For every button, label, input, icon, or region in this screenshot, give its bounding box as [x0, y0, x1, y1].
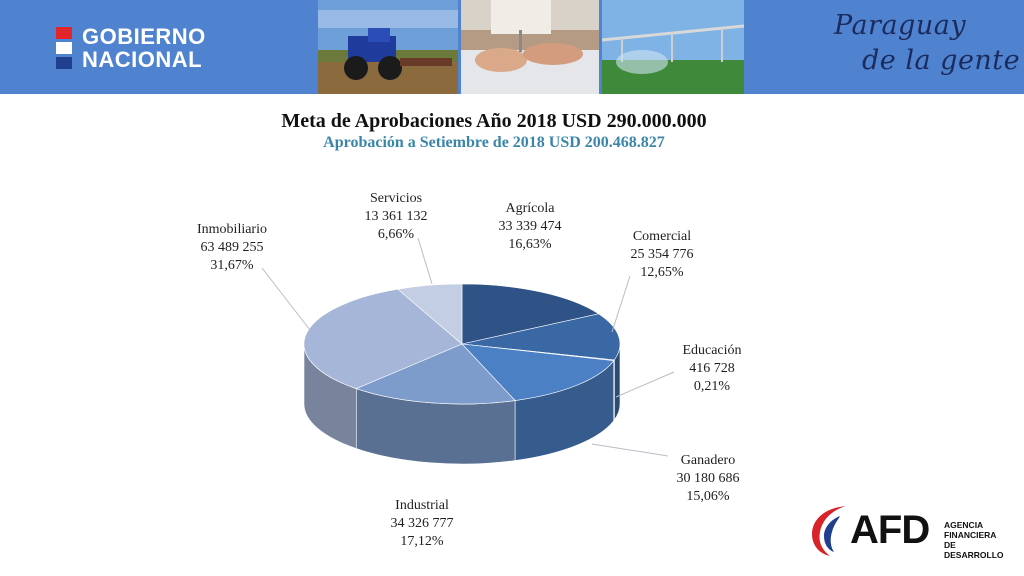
flag-red-stripe — [56, 27, 72, 39]
afd-subtitle-line1: AGENCIA — [944, 520, 984, 530]
slice-label-percent-4: 17,12% — [400, 534, 444, 549]
slice-label-name-6: Servicios — [370, 191, 422, 206]
gov-logo-line2: NACIONAL — [82, 47, 203, 72]
slice-label-name-3: Ganadero — [681, 453, 735, 468]
pie-slice-3 — [461, 343, 615, 401]
pie-slice-5 — [303, 288, 463, 389]
slice-label-percent-0: 16,63% — [508, 237, 552, 252]
afd-subtitle-line3: DE DESARROLLO — [944, 540, 1004, 560]
slogan-line1: Paraguay — [834, 10, 967, 41]
slice-label-amount-1: 25 354 776 — [631, 247, 694, 262]
slice-label-percent-5: 31,67% — [210, 258, 254, 273]
slice-label-amount-4: 34 326 777 — [391, 516, 454, 531]
pie-slice-1 — [461, 313, 621, 361]
sewing-photo — [461, 0, 599, 94]
slice-label-percent-1: 12,65% — [640, 265, 684, 280]
slice-label-amount-3: 30 180 686 — [677, 471, 740, 486]
slice-label-amount-0: 33 339 474 — [499, 219, 562, 234]
pie-slice-0 — [461, 283, 600, 345]
leader-line-5 — [261, 267, 311, 331]
leader-lines — [261, 237, 675, 457]
leader-line-2 — [615, 371, 675, 398]
slice-label-name-0: Agrícola — [506, 201, 556, 216]
pie-slice-4 — [355, 343, 516, 405]
slice-label-name-5: Inmobiliario — [197, 222, 267, 237]
slice-labels: Agrícola 33 339 474 16,63% Comercial 25 354 … — [197, 191, 742, 549]
pie-side-walls — [303, 343, 621, 465]
flag-white-stripe — [56, 42, 72, 54]
slice-label-name-1: Comercial — [633, 229, 691, 244]
pie-top-faces — [303, 283, 621, 405]
slice-label-amount-2: 416 728 — [689, 361, 735, 376]
irrigation-photo — [602, 0, 744, 94]
header-band: GOBIERNO NACIONAL — [0, 0, 1024, 94]
chart-subtitle: Aprobación a Setiembre de 2018 USD 200.4… — [323, 134, 665, 151]
slice-label-amount-5: 63 489 255 — [201, 240, 264, 255]
afd-logo: AFD AGENCIA FINANCIERA DE DESARROLLO — [810, 502, 1010, 560]
pie-slice-6 — [397, 283, 463, 345]
afd-swoosh-icon — [812, 506, 846, 556]
gobierno-nacional-logo: GOBIERNO NACIONAL — [56, 26, 256, 72]
afd-wordmark: AFD — [850, 508, 930, 552]
afd-subtitle-line2: FINANCIERA — [944, 530, 997, 540]
slice-label-percent-6: 6,66% — [378, 227, 415, 242]
leader-line-1 — [611, 275, 631, 333]
flag-blue-stripe — [56, 57, 72, 69]
gov-logo-line1: GOBIERNO — [82, 24, 206, 49]
slice-label-percent-3: 15,06% — [686, 489, 730, 504]
slice-label-name-2: Educación — [682, 343, 741, 358]
leader-line-6 — [417, 237, 433, 285]
slice-label-percent-2: 0,21% — [694, 379, 731, 394]
slice-label-amount-6: 13 361 132 — [365, 209, 428, 224]
tractor-photo — [318, 0, 458, 94]
slogan-line2: de la gente — [862, 45, 1021, 76]
slice-label-name-4: Industrial — [395, 498, 449, 513]
leader-line-3 — [591, 443, 669, 457]
chart-title: Meta de Aprobaciones Año 2018 USD 290.00… — [281, 110, 707, 132]
